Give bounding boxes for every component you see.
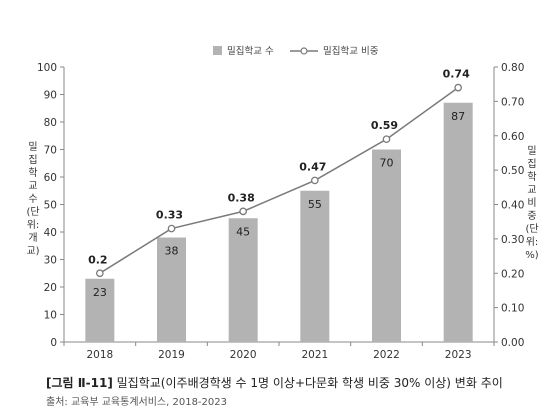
bar-value-label: 87	[451, 110, 465, 123]
line-point	[310, 176, 319, 185]
y-right-tick-label: 0.50	[501, 165, 524, 177]
legend-line-label: 밀집학교 비중	[323, 45, 379, 57]
line-path	[99, 87, 459, 274]
x-tick-label: 2022	[373, 349, 400, 361]
line-series: 0.2 0.33 0.38 0.47 0.59 0.74	[88, 68, 470, 278]
y-left-tick-label: 80	[44, 117, 57, 129]
bar-value-label: 23	[93, 286, 107, 299]
y-right-tick-label: 0.60	[501, 131, 524, 143]
y-right-tick-label: 0.70	[501, 96, 524, 108]
y-left-tick-label: 70	[44, 145, 57, 157]
legend-bar-swatch	[213, 46, 222, 55]
legend: 밀집학교 수 밀집학교 비중	[213, 45, 379, 57]
y-left-tick-label: 50	[44, 200, 57, 212]
y-left-tick-label: 40	[44, 227, 57, 239]
line-value-label: 0.2	[88, 253, 108, 266]
bar	[228, 218, 258, 342]
line-point	[454, 83, 463, 92]
bars: 23 38 45 55 70 87	[85, 102, 473, 342]
bar-value-label: 38	[165, 245, 179, 258]
bar	[443, 102, 473, 342]
figure-number: [그림 Ⅱ-11]	[46, 376, 113, 390]
legend-line-marker	[300, 47, 308, 55]
bar-value-label: 55	[308, 198, 322, 211]
x-tick-label: 2020	[230, 349, 257, 361]
line-point	[167, 224, 176, 233]
y-axis-left-label: 밀집학교 수(단위: 개교)	[26, 142, 40, 257]
x-tick-label: 2023	[445, 349, 472, 361]
bar	[85, 278, 115, 342]
bar	[372, 149, 401, 342]
line-value-label: 0.74	[443, 68, 470, 81]
line-value-label: 0.59	[371, 119, 398, 132]
bar-value-label: 45	[236, 225, 250, 238]
bar	[300, 190, 330, 342]
line-value-label: 0.38	[228, 191, 255, 204]
bar	[157, 237, 186, 342]
y-left-tick-label: 20	[44, 282, 57, 294]
source-note: 출처: 교육부 교육통계서비스, 2018-2023	[46, 397, 227, 408]
y-left-tick-label: 10	[44, 310, 57, 322]
figure-caption: [그림 Ⅱ-11] 밀집학교(이주배경학생 수 1명 이상+다문화 학생 비중 …	[46, 374, 503, 391]
figure-title: 밀집학교(이주배경학생 수 1명 이상+다문화 학생 비중 30% 이상) 변화…	[116, 376, 503, 390]
y-left-tick-label: 100	[37, 62, 57, 74]
line-value-label: 0.33	[156, 209, 183, 222]
legend-bar-label: 밀집학교 수	[227, 45, 274, 57]
y-left-tick-label: 0	[50, 337, 57, 349]
axes: 0 10 20 30 40 50 60 70 80 90 100 0.00 0.10 0.20 0.30 0.…	[37, 62, 524, 361]
y-left-tick-label: 90	[44, 90, 57, 102]
line-point	[239, 207, 248, 216]
line-value-label: 0.47	[299, 160, 326, 173]
x-tick-label: 2019	[158, 349, 185, 361]
y-right-tick-label: 0.40	[501, 200, 524, 212]
y-left-tick-label: 30	[44, 255, 57, 267]
x-tick-label: 2018	[86, 349, 113, 361]
y-axis-right-label: 밀집학교 비중(단위: %)	[525, 146, 539, 261]
y-right-tick-label: 0.00	[501, 337, 524, 349]
line-point	[95, 269, 104, 278]
y-right-tick-label: 0.10	[501, 303, 524, 315]
y-right-tick-label: 0.30	[501, 234, 524, 246]
x-tick-label: 2021	[301, 349, 328, 361]
bar-value-label: 70	[380, 157, 394, 170]
y-right-tick-label: 0.20	[501, 268, 524, 280]
line-point	[382, 135, 391, 144]
y-right-tick-label: 0.80	[501, 62, 524, 74]
y-left-tick-label: 60	[44, 172, 57, 184]
